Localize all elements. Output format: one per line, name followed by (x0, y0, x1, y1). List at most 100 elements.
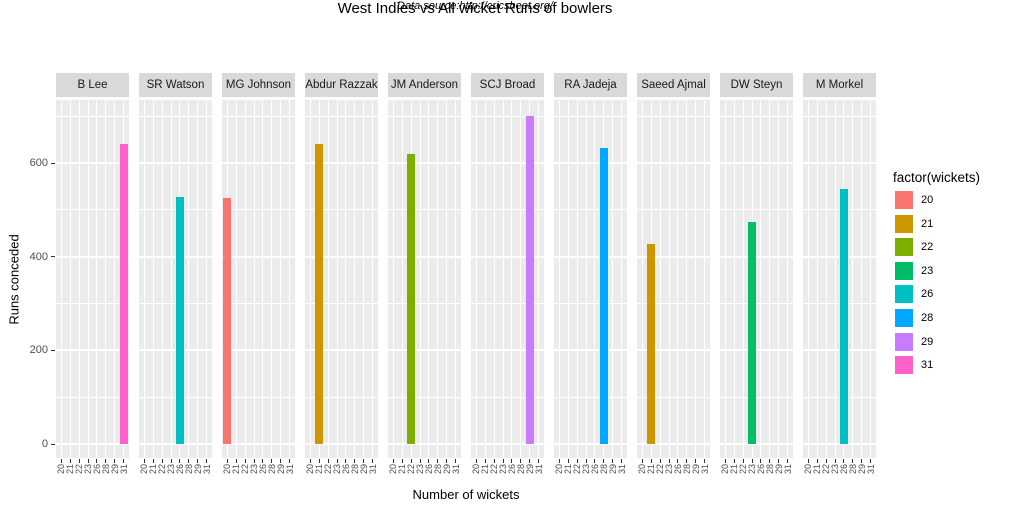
minor-gridline (387, 396, 462, 398)
major-gridline (221, 443, 296, 445)
x-axis-tick (742, 459, 744, 463)
vertical-gridline (60, 100, 62, 458)
x-axis-tick (603, 459, 605, 463)
major-gridline (221, 255, 296, 258)
x-axis-tick (493, 459, 495, 463)
major-gridline (719, 162, 794, 164)
x-axis-tick (484, 459, 486, 463)
x-axis-tick (558, 459, 560, 463)
vertical-gridline (511, 100, 513, 458)
vertical-gridline (105, 100, 107, 458)
vertical-gridline (704, 100, 706, 458)
x-tick-label: 31 (862, 464, 880, 484)
facet-panel (553, 100, 628, 458)
vertical-gridline (760, 100, 762, 458)
minor-gridline (719, 303, 794, 304)
vertical-gridline (271, 100, 273, 458)
facet-strip: MG Johnson (221, 73, 296, 97)
vertical-gridline (594, 100, 596, 458)
facet-strip: M Morkel (802, 73, 877, 97)
x-axis-tick (143, 459, 145, 463)
x-tick-label-text: 31 (699, 463, 710, 475)
minor-gridline (636, 303, 711, 304)
vertical-gridline (475, 100, 477, 458)
facet-strip-label: Abdur Razzak (305, 79, 378, 91)
vertical-gridline (787, 100, 789, 458)
vertical-gridline (686, 100, 688, 458)
vertical-gridline (724, 100, 726, 458)
x-axis-tick (336, 459, 338, 463)
x-axis-tick (392, 459, 394, 463)
bar (599, 147, 609, 444)
major-gridline (636, 255, 711, 258)
facet-strip: Saeed Ajmal (636, 73, 711, 97)
vertical-gridline (585, 100, 587, 458)
minor-gridline (55, 396, 130, 398)
minor-gridline (221, 303, 296, 304)
x-axis-tick (363, 459, 365, 463)
vertical-gridline (280, 100, 282, 458)
vertical-gridline (834, 100, 836, 458)
minor-gridline (55, 209, 130, 211)
x-axis-tick (567, 459, 569, 463)
major-gridline (553, 443, 628, 445)
legend-title: factor(wickets) (893, 170, 981, 185)
major-gridline (387, 443, 462, 445)
y-tick-label: 600 (29, 157, 48, 169)
vertical-gridline (363, 100, 365, 458)
vertical-gridline (502, 100, 504, 458)
vertical-gridline (484, 100, 486, 458)
x-axis-tick (262, 459, 264, 463)
minor-gridline (221, 396, 296, 398)
major-gridline (470, 443, 545, 445)
x-axis-tick (152, 459, 154, 463)
x-axis-tick (244, 459, 246, 463)
legend-swatch (895, 309, 913, 327)
minor-gridline (138, 115, 213, 117)
x-axis-tick (861, 459, 863, 463)
x-axis-tick (529, 459, 531, 463)
facet-strip: RA Jadeja (553, 73, 628, 97)
vertical-gridline (446, 100, 448, 458)
facet-strip-label: MG Johnson (225, 79, 292, 91)
vertical-gridline (807, 100, 809, 458)
minor-gridline (470, 115, 545, 117)
x-axis-tick (226, 459, 228, 463)
minor-gridline (55, 303, 130, 304)
minor-gridline (553, 303, 628, 304)
vertical-gridline (152, 100, 154, 458)
vertical-gridline (197, 100, 199, 458)
vertical-gridline (621, 100, 623, 458)
bar (406, 153, 416, 444)
major-gridline (719, 443, 794, 445)
vertical-gridline (345, 100, 347, 458)
x-axis-tick (345, 459, 347, 463)
minor-gridline (304, 209, 379, 211)
minor-gridline (802, 396, 877, 398)
x-tick-label-text: 31 (533, 463, 544, 475)
major-gridline (387, 162, 462, 164)
vertical-gridline (825, 100, 827, 458)
legend-entry: 28 (895, 309, 933, 327)
x-axis-tick (289, 459, 291, 463)
vertical-gridline (244, 100, 246, 458)
minor-gridline (138, 303, 213, 304)
legend-label: 22 (921, 241, 934, 254)
vertical-gridline (493, 100, 495, 458)
legend-swatch (895, 214, 913, 233)
x-axis-tick (206, 459, 208, 463)
major-gridline (802, 443, 877, 445)
x-axis-tick (123, 459, 125, 463)
major-gridline (719, 349, 794, 352)
x-tick-label-text: 31 (367, 463, 378, 475)
facet-strip-label: RA Jadeja (564, 79, 617, 91)
legend-entry: 22 (895, 238, 934, 257)
minor-gridline (470, 209, 545, 211)
x-axis-tick (475, 459, 477, 463)
minor-gridline (304, 396, 379, 398)
legend-label: 31 (921, 359, 934, 372)
vertical-gridline (641, 100, 643, 458)
minor-gridline (636, 396, 711, 398)
x-axis-tick (327, 459, 329, 463)
